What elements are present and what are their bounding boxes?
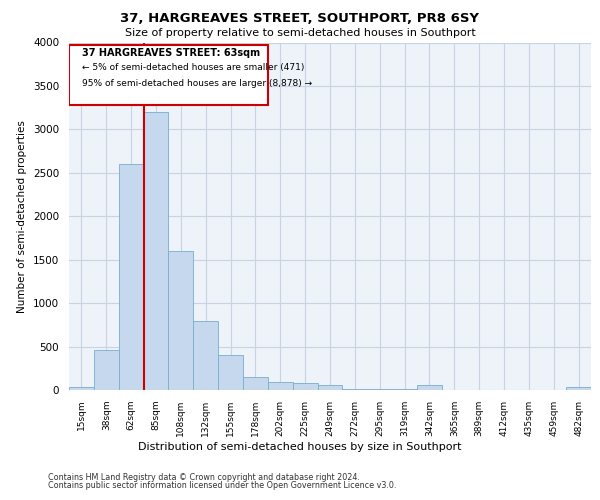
Bar — [169, 251, 193, 390]
Bar — [218, 355, 243, 390]
Text: 37, HARGREAVES STREET, SOUTHPORT, PR8 6SY: 37, HARGREAVES STREET, SOUTHPORT, PR8 6S… — [121, 12, 479, 26]
Bar — [268, 382, 293, 390]
Bar — [94, 350, 119, 390]
Bar — [69, 45, 268, 105]
Text: 37 HARGREAVES STREET: 63sqm: 37 HARGREAVES STREET: 63sqm — [82, 48, 260, 58]
Bar — [293, 382, 317, 390]
Bar — [566, 386, 591, 390]
Text: Contains HM Land Registry data © Crown copyright and database right 2024.: Contains HM Land Registry data © Crown c… — [48, 472, 360, 482]
Text: ← 5% of semi-detached houses are smaller (471): ← 5% of semi-detached houses are smaller… — [82, 63, 304, 72]
Y-axis label: Number of semi-detached properties: Number of semi-detached properties — [17, 120, 28, 312]
Bar — [243, 377, 268, 390]
Text: 95% of semi-detached houses are larger (8,878) →: 95% of semi-detached houses are larger (… — [82, 79, 312, 88]
Bar — [343, 389, 367, 390]
Bar — [392, 389, 417, 390]
Text: Distribution of semi-detached houses by size in Southport: Distribution of semi-detached houses by … — [138, 442, 462, 452]
Bar — [193, 320, 218, 390]
Bar — [119, 164, 143, 390]
Text: Contains public sector information licensed under the Open Government Licence v3: Contains public sector information licen… — [48, 481, 397, 490]
Bar — [367, 389, 392, 390]
Bar — [317, 385, 343, 390]
Bar — [69, 388, 94, 390]
Text: Size of property relative to semi-detached houses in Southport: Size of property relative to semi-detach… — [125, 28, 475, 38]
Bar — [143, 112, 169, 390]
Bar — [417, 385, 442, 390]
